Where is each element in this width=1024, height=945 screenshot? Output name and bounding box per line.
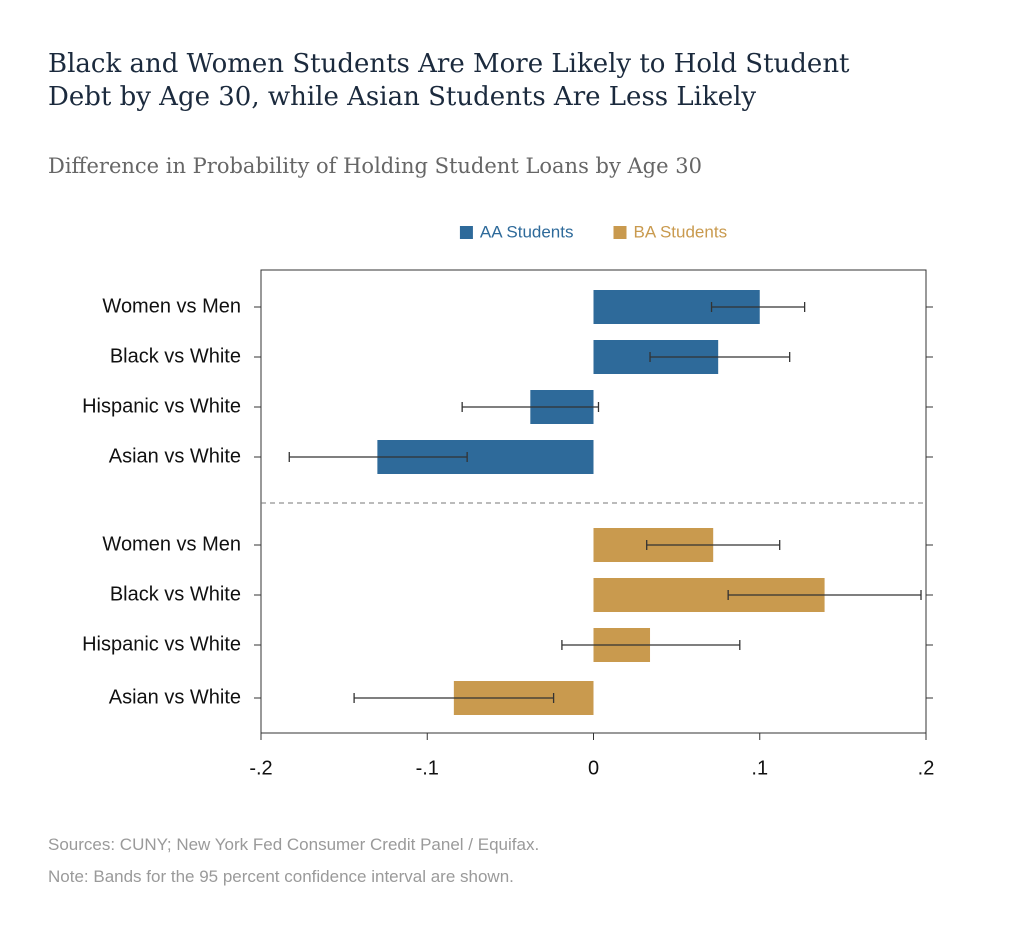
x-tick-label: .2 [918, 757, 935, 779]
x-tick-label: 0 [588, 757, 599, 779]
y-tick-label: Black vs White [110, 583, 241, 605]
plot-frame [260, 269, 927, 734]
x-tick-label: .1 [751, 757, 768, 779]
legend-swatch [459, 226, 473, 239]
y-tick-label: Black vs White [110, 345, 241, 367]
y-tick-label: Hispanic vs White [82, 395, 241, 417]
y-tick-label: Asian vs White [109, 686, 241, 708]
y-tick-label: Asian vs White [109, 445, 241, 467]
legend-swatch [613, 226, 627, 239]
chart-title-line: Debt by Age 30, while Asian Students Are… [48, 82, 756, 112]
legend-label: BA Students [634, 222, 728, 241]
x-tick-label: -.2 [249, 757, 272, 779]
chart-title: Black and Women Students Are More Likely… [48, 49, 850, 112]
y-tick-label: Women vs Men [102, 295, 241, 317]
chart-title-line: Black and Women Students Are More Likely… [48, 49, 850, 79]
y-tick-label: Women vs Men [102, 533, 241, 555]
sources: Sources: CUNY; New York Fed Consumer Cre… [48, 835, 539, 854]
legend-label: AA Students [480, 222, 574, 241]
x-tick-label: -.1 [416, 757, 439, 779]
y-tick-label: Hispanic vs White [82, 633, 241, 655]
note: Note: Bands for the 95 percent confidenc… [48, 867, 514, 886]
chart-subtitle: Difference in Probability of Holding Stu… [48, 154, 702, 178]
